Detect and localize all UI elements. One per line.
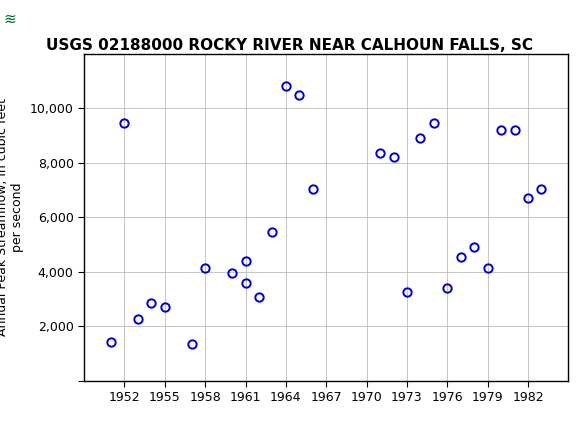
Text: ≋: ≋ xyxy=(3,12,16,27)
Bar xyxy=(2,2,72,38)
Text: USGS: USGS xyxy=(10,10,66,28)
Text: USGS 02188000 ROCKY RIVER NEAR CALHOUN FALLS, SC: USGS 02188000 ROCKY RIVER NEAR CALHOUN F… xyxy=(46,38,534,52)
Y-axis label: Annual Peak Streamflow, in cubic feet
per second: Annual Peak Streamflow, in cubic feet pe… xyxy=(0,98,24,336)
